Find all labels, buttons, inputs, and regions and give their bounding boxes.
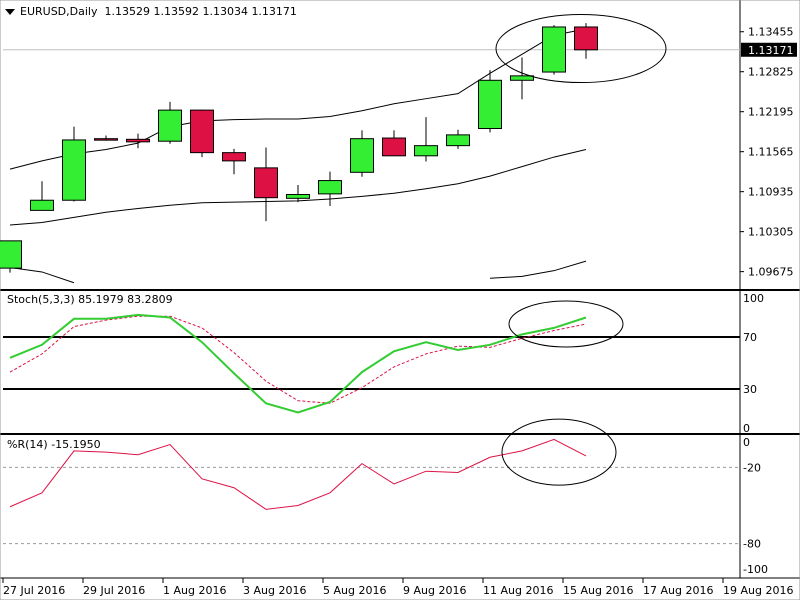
bullish-candle (478, 79, 502, 130)
williams-r-name: %R(14) (7, 438, 48, 451)
bearish-candle (382, 137, 406, 157)
lower-band-line (489, 260, 587, 279)
current-price-label: 1.13171 (748, 44, 794, 57)
stochastic-tick-label: 100 (743, 292, 764, 305)
price-tick-label: 1.10935 (748, 186, 794, 199)
time-tick-label: 3 Aug 2016 (243, 584, 306, 597)
time-tick-label: 9 Aug 2016 (403, 584, 466, 597)
price-tick-label: 1.10305 (748, 226, 794, 239)
bullish-candle (414, 145, 438, 157)
bullish-candle (446, 134, 470, 147)
bullish-candle (542, 26, 566, 73)
bullish-candle (158, 109, 182, 142)
price-tick-label: 1.13455 (748, 26, 794, 39)
bullish-candle (286, 194, 310, 199)
time-tick-label: 19 Aug 2016 (723, 584, 793, 597)
bearish-candle (222, 152, 246, 162)
williams-r-tick-label: 0 (743, 436, 750, 449)
lower-band-line (9, 267, 75, 284)
bearish-candle (94, 138, 118, 141)
stochastic-tick-label: 70 (743, 331, 757, 344)
stochastic-tick-label: 30 (743, 383, 757, 396)
stochastic-values: 85.1979 83.2809 (78, 293, 173, 306)
williams-r-panel: 0 -20 -80 -100 (3, 418, 768, 576)
bullish-candle (350, 138, 374, 173)
price-tick-label: 1.11565 (748, 146, 794, 159)
time-tick-label: 1 Aug 2016 (163, 584, 226, 597)
stochastic-tick-label: 0 (743, 422, 750, 435)
price-chart-header: EURUSD,Daily 1.13529 1.13592 1.13034 1.1… (20, 5, 297, 18)
time-tick-label: 17 Aug 2016 (643, 584, 713, 597)
williams-r-tick-label: -20 (743, 461, 761, 474)
bearish-candle (126, 138, 150, 143)
current-price-box (741, 42, 797, 57)
stochastic-panel: 100 70 30 0 (3, 292, 764, 435)
time-tick-label: 5 Aug 2016 (323, 584, 386, 597)
williams-r-tick-label: -100 (743, 563, 768, 576)
bullish-candle (510, 75, 534, 81)
price-panel: 1.13455 1.12825 1.12195 1.11565 1.10935 1.103… (0, 14, 797, 284)
bearish-candle (254, 167, 278, 199)
chart-collapse-arrow-icon[interactable] (5, 9, 15, 15)
highlight-ellipse (501, 418, 617, 486)
bearish-candle (190, 109, 214, 154)
time-tick-label: 15 Aug 2016 (563, 584, 633, 597)
panel-separator (0, 289, 800, 291)
highlight-ellipse (508, 300, 624, 348)
price-tick-label: 1.09675 (748, 266, 794, 279)
bullish-candle (0, 240, 22, 269)
williams-r-tick-label: -80 (743, 538, 761, 551)
bullish-candle (30, 199, 54, 211)
bullish-candle (62, 139, 86, 201)
price-tick-label: 1.12195 (748, 106, 794, 119)
symbol-label: EURUSD,Daily (20, 5, 98, 18)
stochastic-main-line (9, 313, 587, 414)
time-tick-label: 29 Jul 2016 (83, 584, 145, 597)
ohlc-values: 1.13529 1.13592 1.13034 1.13171 (104, 5, 297, 18)
williams-r-value: -15.1950 (51, 438, 101, 451)
time-axis: 27 Jul 2016 29 Jul 2016 1 Aug 2016 3 Aug 20… (2, 578, 793, 597)
panel-separator (0, 433, 800, 435)
time-tick-label: 27 Jul 2016 (3, 584, 65, 597)
time-tick-label: 11 Aug 2016 (483, 584, 553, 597)
stochastic-name: Stoch(5,3,3) (7, 293, 75, 306)
bearish-candle (574, 26, 598, 51)
bullish-candle (318, 180, 342, 195)
stochastic-signal-line (9, 315, 587, 404)
williams-r-header: %R(14) -15.1950 (7, 438, 101, 451)
highlight-ellipse (495, 14, 667, 84)
price-tick-label: 1.12825 (748, 66, 794, 79)
stochastic-header: Stoch(5,3,3) 85.1979 83.2809 (7, 293, 173, 306)
williams-r-line (9, 438, 587, 510)
